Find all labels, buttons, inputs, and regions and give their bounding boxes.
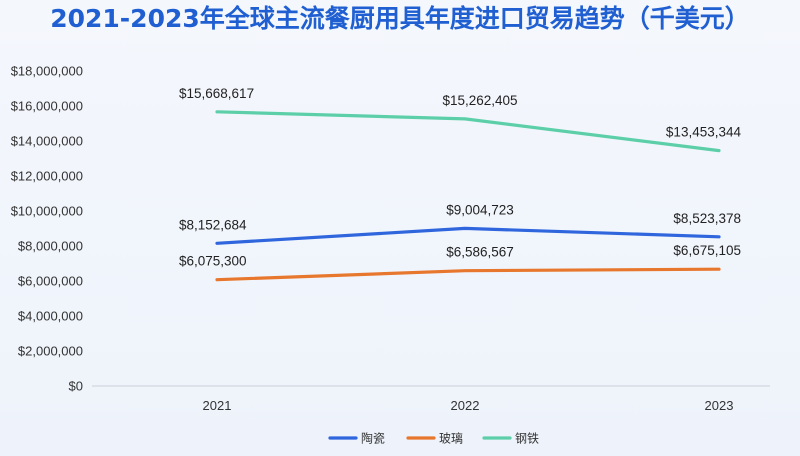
- data-label: $15,668,617: [179, 86, 254, 101]
- legend-label: 陶瓷: [361, 431, 385, 446]
- x-tick-label: 2021: [203, 398, 232, 413]
- legend-item: 玻璃: [406, 432, 463, 446]
- series-group: $8,152,684 $9,004,723 $8,523,378 $6,075,300…: [179, 86, 742, 282]
- x-axis: 2021 2022 2023: [92, 385, 770, 413]
- legend-item: 钢铁: [482, 432, 539, 446]
- y-tick-label: $12,000,000: [11, 169, 83, 184]
- data-label: $6,586,567: [446, 245, 514, 260]
- y-tick-label: $8,000,000: [18, 239, 83, 254]
- y-tick-label: $18,000,000: [11, 64, 83, 79]
- series: $8,152,684 $9,004,723 $8,523,378: [179, 202, 741, 245]
- legend-label: 钢铁: [515, 432, 539, 446]
- data-label: $15,262,405: [442, 93, 517, 108]
- data-label: $8,523,378: [673, 211, 741, 226]
- x-tick-label: 2023: [705, 398, 734, 413]
- data-label: $8,152,684: [179, 217, 247, 232]
- legend-label: 玻璃: [439, 432, 463, 446]
- y-tick-label: $4,000,000: [18, 309, 83, 324]
- series-line: [215, 267, 721, 282]
- chart-title: 2021-2023年全球主流餐厨用具年度进口贸易趋势（千美元）: [50, 4, 750, 33]
- legend-item: 陶瓷: [328, 431, 385, 446]
- y-tick-label: $0: [69, 379, 83, 394]
- data-label: $6,075,300: [179, 254, 247, 269]
- series-line: [215, 110, 721, 153]
- x-tick-label: 2022: [451, 398, 480, 413]
- legend: 陶瓷 玻璃 钢铁: [328, 431, 539, 446]
- y-tick-label: $6,000,000: [18, 274, 83, 289]
- y-axis: $0 $2,000,000 $4,000,000 $6,000,000 $8,000,0…: [11, 64, 83, 394]
- y-tick-label: $16,000,000: [11, 99, 83, 114]
- data-label: $9,004,723: [446, 202, 514, 217]
- data-label: $6,675,105: [673, 243, 741, 258]
- y-tick-label: $2,000,000: [18, 344, 83, 359]
- series: $15,668,617 $15,262,405 $13,453,344: [179, 86, 742, 153]
- y-tick-label: $10,000,000: [11, 204, 83, 219]
- y-tick-label: $14,000,000: [11, 134, 83, 149]
- series: $6,075,300 $6,586,567 $6,675,105: [179, 243, 741, 282]
- series-line: [215, 226, 721, 245]
- data-label: $13,453,344: [666, 125, 742, 140]
